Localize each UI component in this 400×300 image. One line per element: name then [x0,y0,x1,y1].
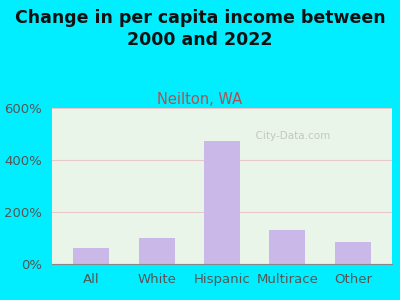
Text: Neilton, WA: Neilton, WA [158,92,242,106]
Text: City-Data.com: City-Data.com [249,131,331,141]
Bar [73,248,109,264]
Text: Change in per capita income between
2000 and 2022: Change in per capita income between 2000… [15,9,385,49]
Bar [270,230,305,264]
Bar [204,140,240,264]
Bar [139,238,174,264]
Bar [335,242,371,264]
